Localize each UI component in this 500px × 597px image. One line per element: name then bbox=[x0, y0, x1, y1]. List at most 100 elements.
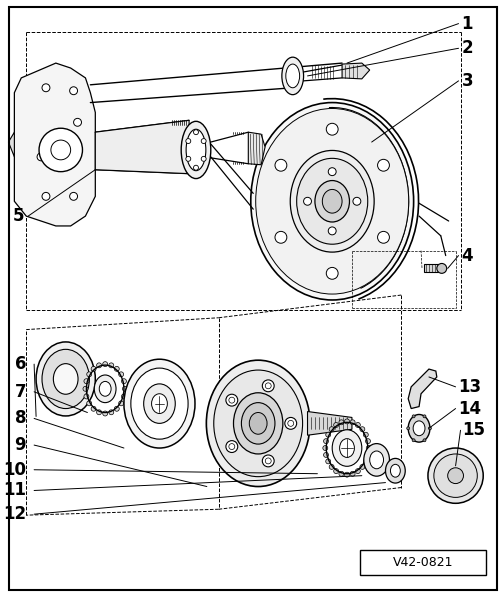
Circle shape bbox=[326, 432, 330, 437]
Circle shape bbox=[226, 441, 237, 453]
Circle shape bbox=[275, 232, 287, 243]
Circle shape bbox=[350, 471, 355, 476]
Ellipse shape bbox=[131, 368, 188, 439]
Circle shape bbox=[42, 192, 50, 200]
Ellipse shape bbox=[286, 64, 300, 88]
Circle shape bbox=[194, 130, 198, 135]
Circle shape bbox=[434, 454, 478, 497]
Circle shape bbox=[122, 386, 128, 391]
Circle shape bbox=[428, 448, 483, 503]
Circle shape bbox=[366, 439, 370, 444]
Circle shape bbox=[339, 420, 344, 424]
Circle shape bbox=[328, 227, 336, 235]
Text: 9: 9 bbox=[14, 436, 26, 454]
Circle shape bbox=[428, 427, 432, 430]
Circle shape bbox=[118, 401, 124, 406]
Circle shape bbox=[344, 472, 350, 477]
Ellipse shape bbox=[322, 189, 342, 213]
Circle shape bbox=[285, 417, 296, 429]
Ellipse shape bbox=[256, 109, 408, 294]
Polygon shape bbox=[96, 121, 189, 174]
Text: V42-0821: V42-0821 bbox=[393, 556, 454, 569]
Bar bbox=[360, 550, 486, 576]
Circle shape bbox=[350, 420, 355, 424]
Circle shape bbox=[339, 471, 344, 476]
Ellipse shape bbox=[332, 430, 362, 466]
Circle shape bbox=[229, 397, 235, 403]
Circle shape bbox=[186, 156, 191, 161]
Polygon shape bbox=[248, 132, 265, 165]
Circle shape bbox=[366, 453, 370, 457]
Circle shape bbox=[378, 159, 390, 171]
Ellipse shape bbox=[214, 370, 302, 476]
Ellipse shape bbox=[36, 342, 96, 416]
Circle shape bbox=[86, 372, 92, 377]
Circle shape bbox=[74, 118, 82, 126]
Circle shape bbox=[262, 380, 274, 392]
Circle shape bbox=[118, 372, 124, 377]
Ellipse shape bbox=[250, 413, 267, 434]
Circle shape bbox=[353, 198, 361, 205]
Circle shape bbox=[329, 427, 334, 432]
Circle shape bbox=[122, 378, 126, 384]
Circle shape bbox=[229, 444, 235, 450]
Circle shape bbox=[109, 363, 114, 368]
Circle shape bbox=[423, 439, 426, 442]
Circle shape bbox=[378, 232, 390, 243]
Circle shape bbox=[356, 423, 360, 427]
Ellipse shape bbox=[290, 150, 374, 252]
Ellipse shape bbox=[282, 57, 304, 95]
Ellipse shape bbox=[124, 359, 195, 448]
Polygon shape bbox=[8, 132, 14, 157]
Ellipse shape bbox=[42, 349, 90, 408]
Circle shape bbox=[364, 432, 368, 437]
Text: 12: 12 bbox=[3, 505, 26, 523]
Ellipse shape bbox=[296, 158, 368, 244]
Circle shape bbox=[226, 394, 237, 406]
Circle shape bbox=[288, 420, 294, 426]
Circle shape bbox=[39, 128, 82, 172]
Circle shape bbox=[186, 139, 191, 143]
Circle shape bbox=[360, 464, 365, 469]
Circle shape bbox=[37, 153, 45, 161]
Ellipse shape bbox=[186, 129, 206, 171]
Circle shape bbox=[84, 378, 89, 384]
Ellipse shape bbox=[181, 121, 211, 179]
Text: 7: 7 bbox=[14, 383, 26, 401]
Ellipse shape bbox=[152, 394, 168, 414]
Ellipse shape bbox=[54, 364, 78, 394]
Ellipse shape bbox=[340, 439, 354, 457]
Polygon shape bbox=[342, 63, 369, 79]
Circle shape bbox=[324, 439, 328, 444]
Circle shape bbox=[102, 411, 108, 416]
Circle shape bbox=[96, 410, 102, 415]
Circle shape bbox=[360, 427, 365, 432]
Circle shape bbox=[448, 468, 464, 484]
Circle shape bbox=[114, 367, 119, 371]
Circle shape bbox=[122, 394, 126, 399]
Circle shape bbox=[201, 156, 206, 161]
Circle shape bbox=[329, 464, 334, 469]
Circle shape bbox=[194, 165, 198, 170]
Circle shape bbox=[423, 415, 426, 418]
Circle shape bbox=[266, 458, 271, 464]
Circle shape bbox=[96, 363, 102, 368]
Circle shape bbox=[109, 410, 114, 415]
Polygon shape bbox=[408, 369, 437, 408]
Circle shape bbox=[84, 394, 89, 399]
Circle shape bbox=[114, 407, 119, 411]
Ellipse shape bbox=[408, 414, 430, 442]
Text: 8: 8 bbox=[14, 410, 26, 427]
Circle shape bbox=[406, 427, 410, 430]
Text: 2: 2 bbox=[462, 39, 473, 57]
Circle shape bbox=[304, 198, 312, 205]
Circle shape bbox=[324, 453, 328, 457]
Text: 14: 14 bbox=[458, 399, 481, 417]
Text: 5: 5 bbox=[12, 207, 24, 225]
Text: 10: 10 bbox=[3, 461, 26, 479]
Ellipse shape bbox=[206, 360, 310, 487]
Text: 1: 1 bbox=[462, 14, 473, 33]
Circle shape bbox=[91, 407, 96, 411]
Circle shape bbox=[70, 192, 78, 200]
Circle shape bbox=[344, 419, 350, 424]
